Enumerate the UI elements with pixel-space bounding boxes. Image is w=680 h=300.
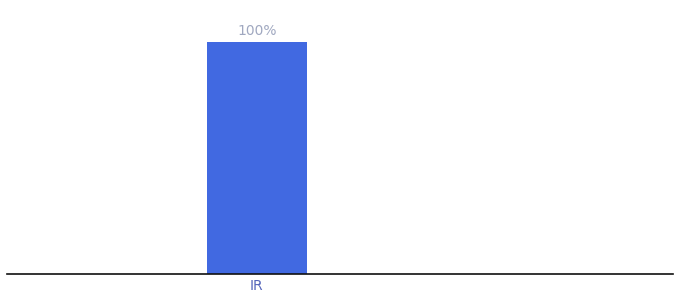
Bar bbox=[207, 42, 307, 274]
Text: 100%: 100% bbox=[237, 24, 277, 38]
